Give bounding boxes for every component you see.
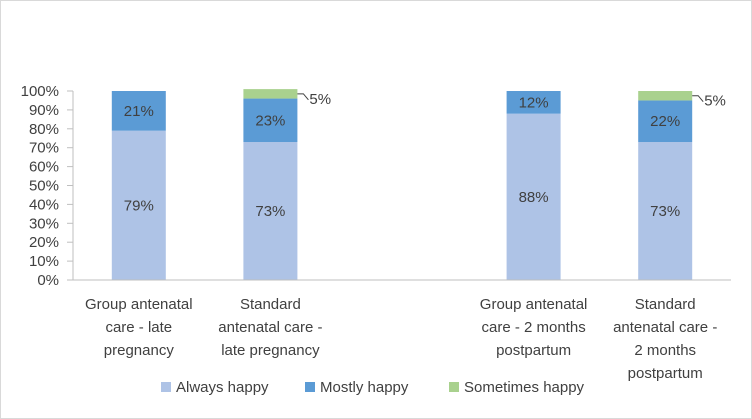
y-tick-label: 10% (29, 253, 59, 270)
bar-segment-mostly-happy (111, 91, 166, 131)
category-label: late pregnancy (221, 342, 320, 359)
legend-swatch-sometimes-happy (449, 382, 459, 392)
legend-label: Sometimes happy (464, 379, 585, 396)
y-tick-label: 30% (29, 215, 59, 232)
bar-segment-mostly-happy (506, 91, 561, 114)
bar-segment-always-happy (111, 130, 166, 280)
data-label-leader-line (692, 95, 704, 103)
data-label: 5% (309, 91, 331, 108)
y-tick-label: 0% (37, 272, 59, 289)
y-tick-label: 50% (29, 178, 59, 195)
bar-segment-sometimes-happy (243, 89, 298, 99)
data-label-leader-line (297, 93, 309, 101)
category-label: Group antenatal (85, 296, 193, 313)
y-tick-label: 100% (21, 83, 59, 100)
data-label: 5% (704, 93, 726, 110)
data-label: 79% (124, 197, 154, 214)
bar-segment-mostly-happy (638, 100, 693, 143)
y-tick-label: 60% (29, 159, 59, 176)
category-label: 2 months (634, 342, 696, 359)
data-label: 73% (255, 203, 285, 220)
y-tick-label: 90% (29, 102, 59, 119)
category-label: antenatal care - (613, 319, 717, 336)
category-label: postpartum (496, 342, 571, 359)
data-label: 12% (519, 94, 549, 111)
category-label: Standard (240, 296, 301, 313)
y-tick-label: 20% (29, 234, 59, 251)
data-label: 73% (650, 203, 680, 220)
legend-label: Mostly happy (320, 379, 409, 396)
legend-label: Always happy (176, 379, 269, 396)
bar-segment-sometimes-happy (638, 91, 693, 101)
bar-segment-always-happy (506, 113, 561, 281)
data-label: 23% (255, 112, 285, 129)
data-label: 88% (519, 189, 549, 206)
bar-segment-always-happy (243, 142, 298, 280)
category-label: Standard (635, 296, 696, 313)
category-label: antenatal care - (218, 319, 322, 336)
category-label: care - 2 months (481, 319, 585, 336)
bar-segment-always-happy (638, 142, 693, 280)
category-label: Group antenatal (480, 296, 588, 313)
legend-swatch-always-happy (161, 382, 171, 392)
legend-swatch-mostly-happy (305, 382, 315, 392)
y-tick-label: 40% (29, 196, 59, 213)
category-label: postpartum (628, 365, 703, 382)
category-label: care - late (105, 319, 172, 336)
data-label: 21% (124, 103, 154, 120)
data-label: 22% (650, 113, 680, 130)
category-label: pregnancy (104, 342, 175, 359)
bar-segment-mostly-happy (243, 98, 298, 143)
y-tick-label: 70% (29, 140, 59, 157)
y-tick-label: 80% (29, 121, 59, 138)
